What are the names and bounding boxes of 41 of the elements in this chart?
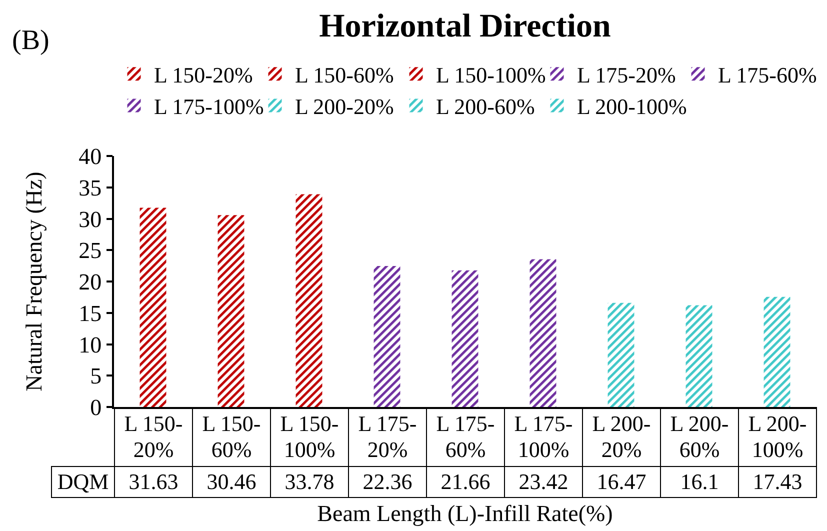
- x-tick-label: L 200-20%: [582, 408, 660, 466]
- y-tick-label: 10: [78, 332, 102, 358]
- legend-label: L 150-60%: [295, 62, 394, 88]
- legend-label: L 200-20%: [295, 94, 394, 120]
- legend-label: L 200-60%: [436, 94, 535, 120]
- y-axis-title: Natural Frequency (Hz): [22, 172, 47, 392]
- legend-label: L 150-100%: [436, 62, 546, 88]
- data-label: 16.1: [660, 466, 738, 498]
- x-tick-label: L 175-60%: [426, 408, 504, 466]
- x-tick-label: L 150-100%: [270, 408, 348, 466]
- y-tick-label: 5: [90, 364, 102, 389]
- y-tick-label: 0: [90, 395, 102, 420]
- data-label: 31.63: [114, 466, 192, 498]
- y-tick-label: 25: [78, 238, 102, 264]
- data-label: 33.78: [270, 466, 348, 498]
- x-tick-label: L 150-60%: [192, 408, 270, 466]
- data-label: 23.42: [504, 466, 582, 498]
- x-axis-title: Beam Length (L)-Infill Rate(%): [317, 500, 613, 526]
- x-tick-label: L 200-60%: [660, 408, 738, 466]
- data-label: 16.47: [582, 466, 660, 498]
- y-tick-label: 15: [78, 300, 102, 326]
- legend-label: L 150-20%: [154, 62, 253, 88]
- y-tick-label: 30: [78, 206, 102, 232]
- y-tick-label: 40: [78, 144, 102, 170]
- legend-label: L 175-20%: [577, 62, 676, 88]
- x-tick-label: L 200-100%: [738, 408, 816, 466]
- data-label: 30.46: [192, 466, 270, 498]
- y-tick-label: 35: [78, 175, 102, 200]
- x-tick-label: L 175-100%: [504, 408, 582, 466]
- data-label: 22.36: [348, 466, 426, 498]
- y-tick-label: 20: [78, 270, 102, 295]
- x-tick-label: L 150-20%: [114, 408, 192, 466]
- legend-label: L 175-60%: [718, 62, 817, 88]
- text: DQM: [52, 466, 114, 498]
- legend-label: L 175-100%: [154, 94, 264, 120]
- data-label: 21.66: [426, 466, 504, 498]
- legend-label: L 200-100%: [577, 94, 687, 120]
- text: (B): [12, 25, 50, 56]
- chart-title: Horizontal Direction: [319, 8, 611, 45]
- data-label: 17.43: [738, 466, 816, 498]
- x-tick-label: L 175-20%: [348, 408, 426, 466]
